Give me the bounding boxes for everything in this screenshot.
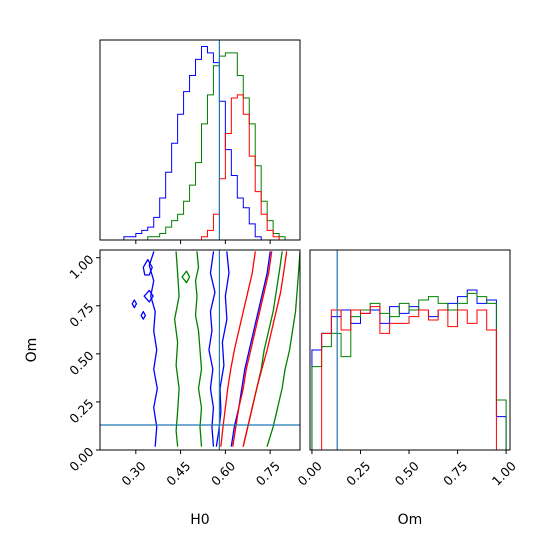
om-xtick-label-2: 0.50: [392, 458, 422, 488]
om-y-axis-label: Om: [24, 338, 40, 363]
h0-xtick-label-1: 0.45: [163, 458, 193, 488]
h0-histogram-plot-area: [100, 40, 298, 240]
h0-histogram-frame: [99, 39, 301, 241]
om-xtick-label-0: 0.00: [295, 458, 325, 488]
om-histogram-series-2: [311, 306, 507, 450]
contour-series-1-level-1: [194, 251, 203, 447]
contour-series-0-level-5: [140, 310, 147, 320]
contour-series-0-level-3: [215, 251, 230, 447]
h0-axis-label: H0: [190, 512, 209, 528]
h0-xtick-label-0: 0.30: [118, 458, 148, 488]
om-ytick-label-0: 0.00: [66, 444, 96, 474]
contour-series-0-level-1: [208, 251, 216, 447]
contour-series-0-level-6: [142, 258, 153, 276]
h0-xtick-label-3: 0.75: [253, 458, 283, 488]
om-xtick-label-3: 0.75: [440, 458, 470, 488]
contour-series-1-level-0: [173, 251, 180, 447]
tick-marks-and-labels: 0.30 0.45 0.60 0.75 0.00 0.25 0.50 0.75 1.00 0.00…: [66, 240, 519, 489]
contour-series-2-level-1: [242, 251, 288, 447]
om-ytick-label-1: 0.25: [66, 396, 96, 426]
om-xtick-label-4: 1.00: [489, 458, 519, 488]
h0-histogram-series-2: [100, 94, 298, 240]
om-histogram-series-1: [311, 292, 507, 450]
h0-xtick-label-2: 0.60: [208, 458, 238, 488]
contour-series-0-level-7: [143, 289, 154, 303]
joint-contour-plot-area: [100, 250, 300, 450]
om-ytick-label-3: 0.75: [66, 300, 96, 330]
contour-series-2-level-2: [232, 251, 273, 447]
contour-series-0-level-0: [148, 251, 158, 447]
h0-histogram-series-0: [100, 45, 298, 240]
om-axis-label: Om: [398, 512, 423, 528]
om-ytick-label-2: 0.50: [66, 348, 96, 378]
joint-frame: [99, 249, 301, 451]
h0-histogram-series-1: [100, 52, 298, 240]
contour-series-0-level-4: [131, 299, 138, 309]
contour-series-2-level-0: [220, 251, 256, 447]
om-ytick-label-4: 1.00: [66, 252, 96, 282]
axes-frames: [99, 39, 511, 451]
contour-series-1-level-4: [181, 270, 191, 284]
om-histogram-frame: [309, 249, 511, 451]
contour-series-1-level-3: [266, 251, 300, 447]
om-histogram-plot-area: [311, 250, 507, 450]
om-xtick-label-1: 0.25: [343, 458, 373, 488]
